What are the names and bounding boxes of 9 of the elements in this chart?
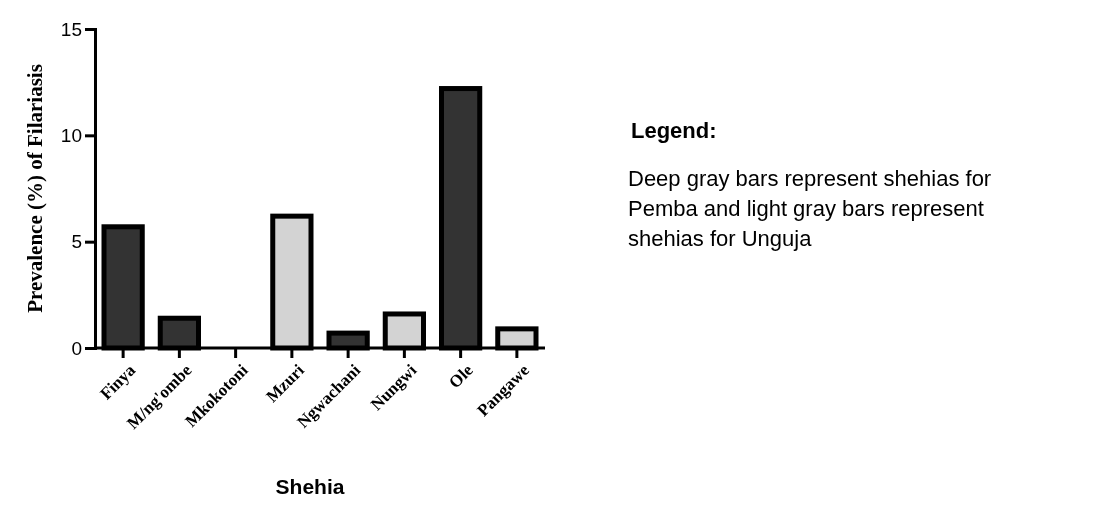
x-tick-label: Ole <box>445 360 477 393</box>
y-tick-label: 0 <box>71 337 82 359</box>
y-tick-label: 5 <box>71 231 82 253</box>
x-axis-title: Shehia <box>275 475 345 498</box>
y-axis-title: Prevalence (%) of Filariasis <box>23 64 47 313</box>
y-tick-label: 10 <box>60 124 82 146</box>
text: Legend: <box>631 118 717 143</box>
text: Deep gray bars represent shehias for Pemba and light gray bars represent shehias for Unguja <box>628 166 992 251</box>
y-tick-label: 15 <box>60 18 82 40</box>
